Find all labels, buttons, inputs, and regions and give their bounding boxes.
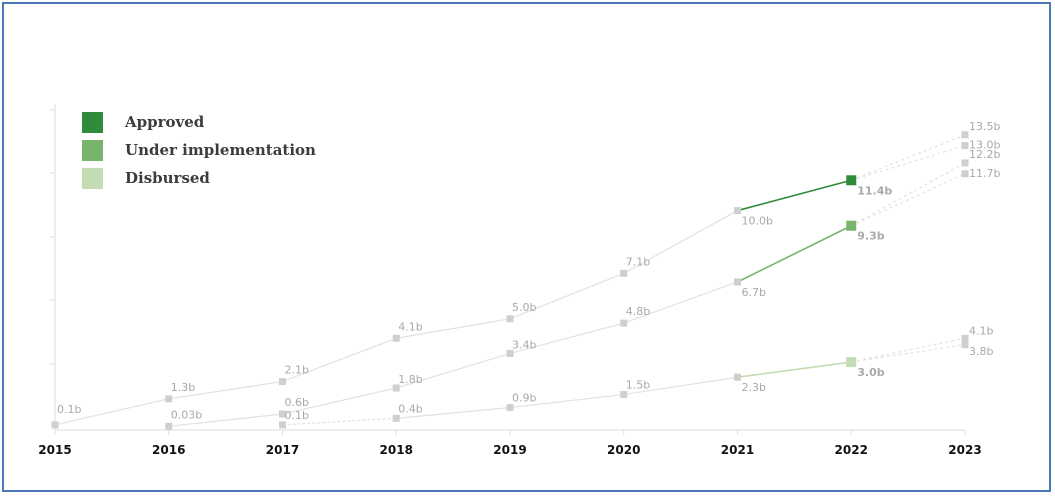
data-label: 0.9b [512,392,536,405]
projection-point [961,142,969,150]
series-line-segment [509,322,624,354]
x-tick-label: 2023 [948,443,981,457]
data-label: 11.4b [857,184,892,197]
legend-label: Approved [125,113,205,131]
data-label: 1.5b [626,379,650,392]
data-label: 9.3b [857,230,884,243]
data-label: 0.03b [171,408,202,421]
legend-swatch-approved [82,111,103,133]
legend-swatch-disbursed [82,167,103,189]
projection-point [961,131,969,139]
data-point [51,421,59,429]
projection-label: 12.2b [969,148,1000,161]
data-point [846,175,857,186]
chart-legend: Approved Under implementation Disbursed [82,108,316,192]
x-tick-label: 2022 [835,443,868,457]
data-point [392,334,400,342]
projection-line [851,344,966,363]
series-line-segment [623,210,738,274]
projection-label: 13.0b [969,139,1000,152]
x-tick-label: 2017 [266,443,299,457]
projection-line [851,337,966,363]
data-point [165,422,173,430]
data-point [734,278,741,286]
data-label: 1.3b [171,381,195,394]
series-line-segment [396,318,511,339]
projection-point [961,334,969,342]
x-tick-label: 2015 [38,443,71,457]
data-label: 5.0b [512,301,536,314]
projection-line [851,145,966,181]
data-point [506,315,514,323]
projection-label: 11.7b [969,167,1000,180]
data-label: 2.3b [742,381,766,394]
data-point [846,357,857,368]
legend-item-under-implementation: Under implementation [82,136,316,164]
series-line-segment [396,406,511,419]
data-point [279,378,286,386]
series-line-segment [623,281,738,324]
projection-line [851,134,966,181]
x-tick-label: 2019 [493,443,526,457]
projection-point [961,341,969,349]
data-label: 4.8b [626,305,650,318]
data-label: 6.7b [742,286,766,299]
data-point [392,414,400,422]
data-point [506,404,514,412]
series-line-segment [509,393,624,409]
series-line-segment [282,417,397,426]
series-line-segment [168,413,283,427]
projection-label: 13.5b [969,120,1000,133]
series-line-segment [396,352,511,389]
data-label: 4.1b [398,320,422,333]
projection-point [961,159,969,167]
series-line-segment [737,361,852,379]
x-tick-label: 2016 [152,443,185,457]
data-label: 7.1b [626,255,650,268]
data-point [734,373,741,381]
data-point [620,319,628,327]
data-point [392,384,400,392]
data-point [279,421,286,429]
series-line-segment [509,272,624,320]
series-line-segment [623,376,738,396]
series-line-segment [737,225,852,283]
projection-label: 4.1b [969,324,993,337]
data-label: 3.0b [857,366,884,379]
projection-label: 3.8b [969,345,993,358]
data-label: 10.0b [742,215,773,228]
data-label: 0.1b [57,403,81,416]
data-label: 2.1b [285,364,309,377]
data-label: 0.4b [398,402,422,415]
data-label: 0.1b [285,409,309,422]
projection-point [961,170,969,178]
data-point [620,269,628,277]
data-point [734,207,741,215]
x-tick-label: 2021 [721,443,754,457]
legend-item-approved: Approved [82,108,316,136]
legend-item-disbursed: Disbursed [82,164,316,192]
data-point [620,391,628,399]
projection-line [851,173,966,227]
data-label: 0.6b [285,396,309,409]
legend-swatch-under-implementation [82,139,103,161]
x-tick-label: 2018 [380,443,413,457]
data-label: 1.8b [398,373,422,386]
x-tick-label: 2020 [607,443,640,457]
series-line-segment [737,179,852,212]
series-line-segment [282,337,397,383]
data-point [279,410,286,418]
series-line-segment [54,398,169,426]
series-line-segment [282,387,397,415]
series-line-segment [168,380,283,400]
data-point [165,395,173,403]
data-point [846,220,857,231]
legend-label: Under implementation [125,141,316,159]
data-label: 3.4b [512,338,536,351]
projection-line [850,162,966,227]
legend-label: Disbursed [125,169,210,187]
data-point [506,349,514,357]
